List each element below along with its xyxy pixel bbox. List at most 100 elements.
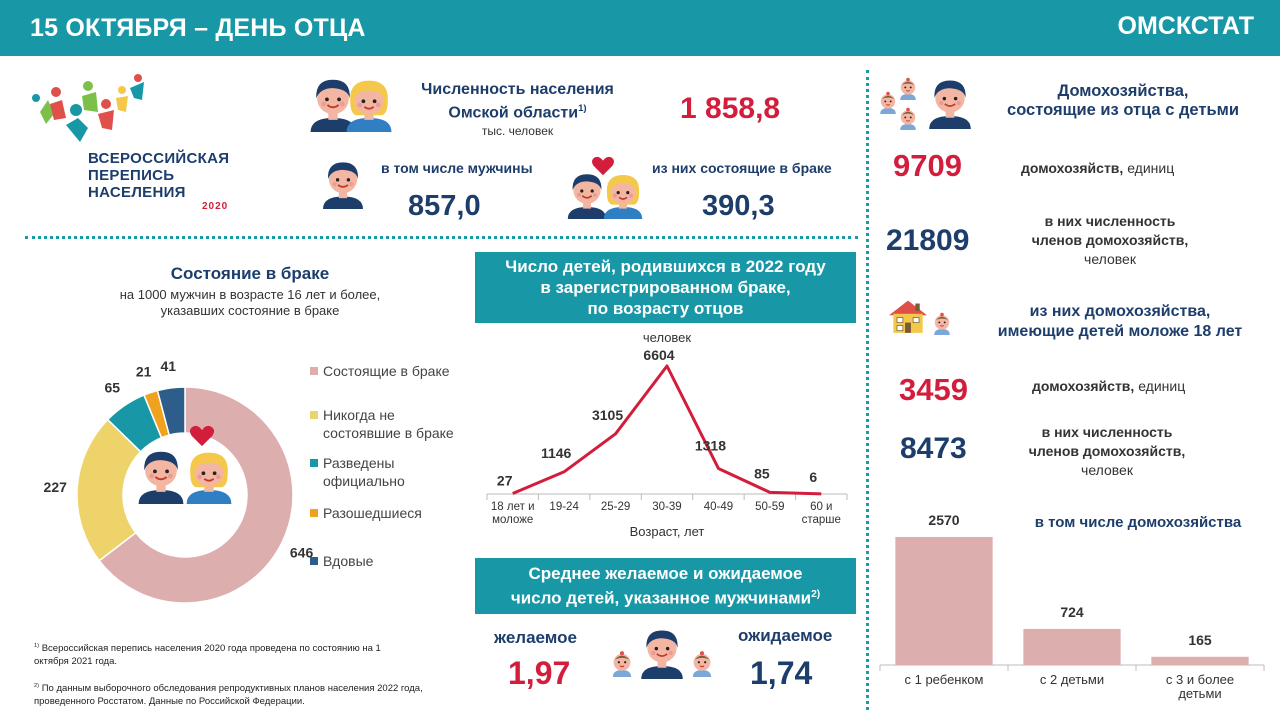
line-data-label: 6604 [643, 347, 674, 363]
desired-title-box: Среднее желаемое и ожидаемое число детей… [475, 558, 856, 614]
legend-label: Никогда не [323, 407, 395, 423]
men-value: 857,0 [408, 190, 481, 222]
households-count-label-rest: единиц [1123, 160, 1175, 176]
population-value: 1 858,8 [680, 92, 781, 125]
births-title-line-3: по возрасту отцов [587, 299, 744, 318]
horizontal-divider [25, 236, 858, 239]
under18-members-label: в них численность членов домохозяйств, ч… [1007, 423, 1207, 480]
households-bar-chart: в том числе домохозяйства 2570 с 1 ребенко… [879, 512, 1265, 701]
under18-members-line-3: человек [1081, 462, 1133, 478]
under18-count: 3459 [899, 372, 968, 407]
donut-value-label: 227 [44, 479, 68, 495]
married-couple-icon [566, 156, 644, 220]
donut-legend-item: Состоящие в браке [310, 363, 450, 379]
logo-text: ВСЕРОССИЙСКАЯ ПЕРЕПИСЬ НАСЕЛЕНИЯ [88, 150, 229, 201]
wanted-label: желаемое [494, 628, 577, 647]
population-title-line-2: Омской области [448, 104, 579, 122]
households-count-label: домохозяйств, единиц [1021, 160, 1174, 176]
footnote-2-sup: 2) [34, 683, 40, 689]
legend-swatch [310, 367, 318, 375]
donut-legend-item: Никогда не состоявшие в браке [310, 407, 454, 441]
footnote-1-text: Всероссийская перепись населения 2020 го… [34, 643, 381, 668]
population-title-sup: 1) [578, 103, 587, 114]
organization-name: ОМСКСТАТ [1117, 12, 1254, 40]
under18-members-line-1: в них численность [1041, 424, 1173, 440]
bar-value-label: 165 [1188, 632, 1212, 648]
footnote-1: 1) Всероссийская перепись населения 2020… [34, 640, 414, 668]
population-unit: тыс. человек [481, 124, 554, 138]
donut-legend-item: Вдовые [310, 553, 374, 569]
households-title: Домохозяйства, состоящие из отца с детьм… [978, 82, 1268, 120]
desired-title-line-1: Среднее желаемое и ожидаемое [528, 564, 803, 584]
legend-label: официально [323, 473, 405, 489]
married-label: из них состоящие в браке [652, 160, 832, 176]
x-tick-label: 60 и [810, 501, 832, 513]
x-tick-label: 25-29 [601, 501, 630, 513]
census-logo: ВСЕРОССИЙСКАЯ ПЕРЕПИСЬ НАСЕЛЕНИЯ 2020 [26, 70, 256, 220]
legend-swatch [310, 411, 318, 419]
households-title-line-2: состоящие из отца с детьми [1007, 101, 1239, 119]
bar-chart-title: в том числе домохозяйства [1035, 514, 1242, 531]
footnote-2: 2) По данным выборочного обследования ре… [34, 680, 429, 708]
logo-line-3: НАСЕЛЕНИЯ [88, 184, 186, 201]
donut-value-label: 65 [104, 379, 120, 395]
house-icon [888, 300, 951, 336]
donut-value-label: 646 [290, 545, 314, 561]
wanted-value: 1,97 [508, 655, 571, 691]
households-members-label: в них численность членов домохозяйств, ч… [1010, 212, 1210, 269]
bar-category-label: детьми [1178, 686, 1221, 701]
footnote-2-text: По данным выборочного обследования репро… [34, 683, 423, 708]
donut-value-label: 41 [161, 358, 177, 374]
under18-title: из них домохозяйства, имеющие детей моло… [980, 302, 1260, 342]
under18-count-label-bold: домохозяйств, [1032, 378, 1135, 394]
legend-label: Состоящие в браке [323, 363, 450, 379]
donut-value-label: 21 [136, 364, 152, 380]
donut-slice [156, 386, 186, 436]
members-label-line-2: членов домохозяйств, [1031, 232, 1189, 248]
line-series [512, 364, 822, 496]
married-value: 390,3 [702, 190, 775, 222]
father-children-icon [879, 77, 972, 130]
x-tick-label: 50-59 [755, 501, 784, 513]
father-two-kids-icon [612, 629, 712, 680]
marriage-subtitle-line-2: указавших состояние в браке [160, 303, 340, 318]
x-tick-label: 40-49 [704, 501, 733, 513]
donut-legend-item: Разошедшиеся [310, 505, 422, 521]
logo-year: 2020 [202, 201, 229, 212]
households-title-line-1: Домохозяйства, [1057, 82, 1189, 100]
census-logo-figures-icon [32, 74, 144, 142]
births-title-box: Число детей, родившихся в 2022 году в за… [475, 252, 856, 323]
line-data-label: 3105 [592, 407, 623, 423]
legend-swatch [310, 459, 318, 467]
members-label-line-1: в них численность [1044, 213, 1176, 229]
line-data-label: 1146 [541, 445, 572, 461]
line-unit-label: человек [643, 330, 692, 345]
logo-line-2: ПЕРЕПИСЬ [88, 167, 175, 184]
legend-swatch [310, 557, 318, 565]
donut-slice [98, 386, 294, 604]
births-title-line-2: в зарегистрированном браке, [540, 278, 791, 297]
desired-title-sup: 2) [811, 589, 821, 601]
legend-label: состоявшие в браке [323, 425, 454, 441]
header-bar [0, 0, 1280, 56]
legend-label: Разошедшиеся [323, 505, 422, 521]
under18-members-line-2: членов домохозяйств, [1028, 443, 1186, 459]
page-title: 15 ОКТЯБРЯ – ДЕНЬ ОТЦА [30, 14, 366, 42]
bar [1023, 628, 1121, 665]
bar-category-label: с 1 ребенком [905, 672, 984, 687]
births-line-chart: человек 27 1146 3105 6604 1318 85 6 18 лет имоло… [486, 330, 848, 539]
households-count-label-bold: домохозяйств, [1021, 160, 1124, 176]
family-couple-icon [309, 78, 393, 132]
logo-line-1: ВСЕРОССИЙСКАЯ [88, 150, 230, 167]
man-icon [322, 161, 364, 210]
bar-value-label: 2570 [928, 512, 959, 528]
marriage-subtitle: на 1000 мужчин в возрасте 16 лет и более… [50, 287, 450, 319]
bar-category-label: с 3 и более [1166, 672, 1234, 687]
legend-label: Вдовые [323, 553, 374, 569]
under18-members: 8473 [900, 432, 967, 465]
footnote-1-sup: 1) [34, 643, 40, 649]
population-title: Численность населения Омской области1) [395, 80, 640, 122]
men-label: в том числе мужчины [381, 160, 533, 176]
members-label-line-3: человек [1084, 251, 1136, 267]
under18-title-line-1: из них домохозяйства, [1029, 303, 1211, 320]
